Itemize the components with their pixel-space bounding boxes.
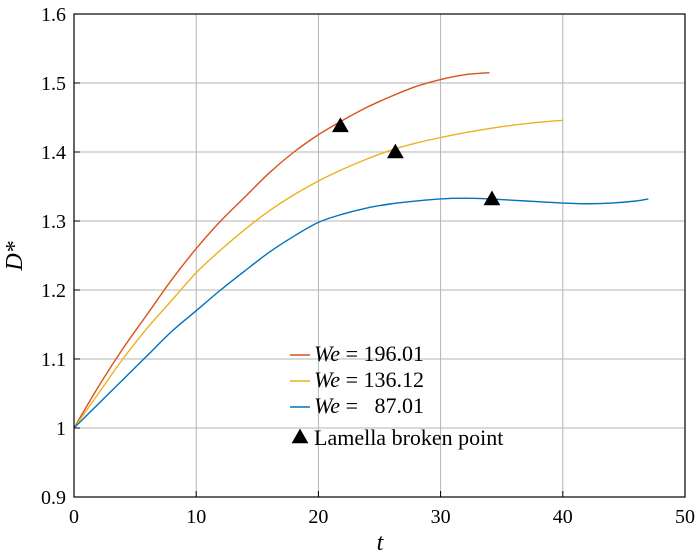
- x-tick-label: 20: [308, 506, 328, 528]
- y-tick-label: 0.9: [41, 487, 66, 509]
- x-tick-label: 50: [675, 506, 695, 528]
- broken-point-marker: [386, 143, 404, 159]
- x-axis-label: t: [377, 530, 385, 556]
- y-tick-label: 1: [56, 418, 66, 440]
- marker-group: [331, 117, 501, 206]
- legend-entry-marker: Lamella broken point: [314, 425, 503, 450]
- legend-value: = 196.01: [340, 341, 424, 366]
- plot-frame: [73, 13, 686, 498]
- legend-var: We: [314, 393, 340, 418]
- x-tick-label: 40: [553, 506, 573, 528]
- x-tick-labels: 0 10 20 30 40 50: [69, 506, 695, 528]
- legend-entry-2: We = 87.01: [314, 393, 424, 418]
- series-line-2: [73, 197, 649, 429]
- y-tick-label: 1.1: [41, 349, 66, 371]
- x-tick-label: 10: [186, 506, 206, 528]
- legend-marker-swatch: [291, 428, 309, 444]
- legend-var: We: [314, 341, 340, 366]
- y-tick-label: 1.5: [41, 73, 66, 95]
- y-tick-label: 1.2: [41, 280, 66, 302]
- y-tick-labels: 0.9 1 1.1 1.2 1.3 1.4 1.5 1.6: [41, 4, 66, 509]
- broken-point-marker: [331, 117, 349, 133]
- y-tick-label: 1.6: [41, 4, 66, 26]
- legend-value: = 136.12: [340, 367, 424, 392]
- series-line-1: [73, 119, 563, 429]
- series-line-0: [73, 71, 490, 429]
- x-tick-label: 0: [69, 506, 79, 528]
- y-tick-label: 1.4: [41, 142, 66, 164]
- series-group: [73, 71, 649, 429]
- broken-point-marker: [483, 190, 501, 206]
- legend-value: = 87.01: [340, 393, 424, 418]
- legend-entry-1: We = 136.12: [314, 367, 424, 392]
- y-tick-label: 1.3: [41, 211, 66, 233]
- x-tick-label: 30: [431, 506, 451, 528]
- legend-entry-0: We = 196.01: [314, 341, 424, 366]
- legend-var: We: [314, 367, 340, 392]
- y-axis-label: D*: [2, 241, 28, 271]
